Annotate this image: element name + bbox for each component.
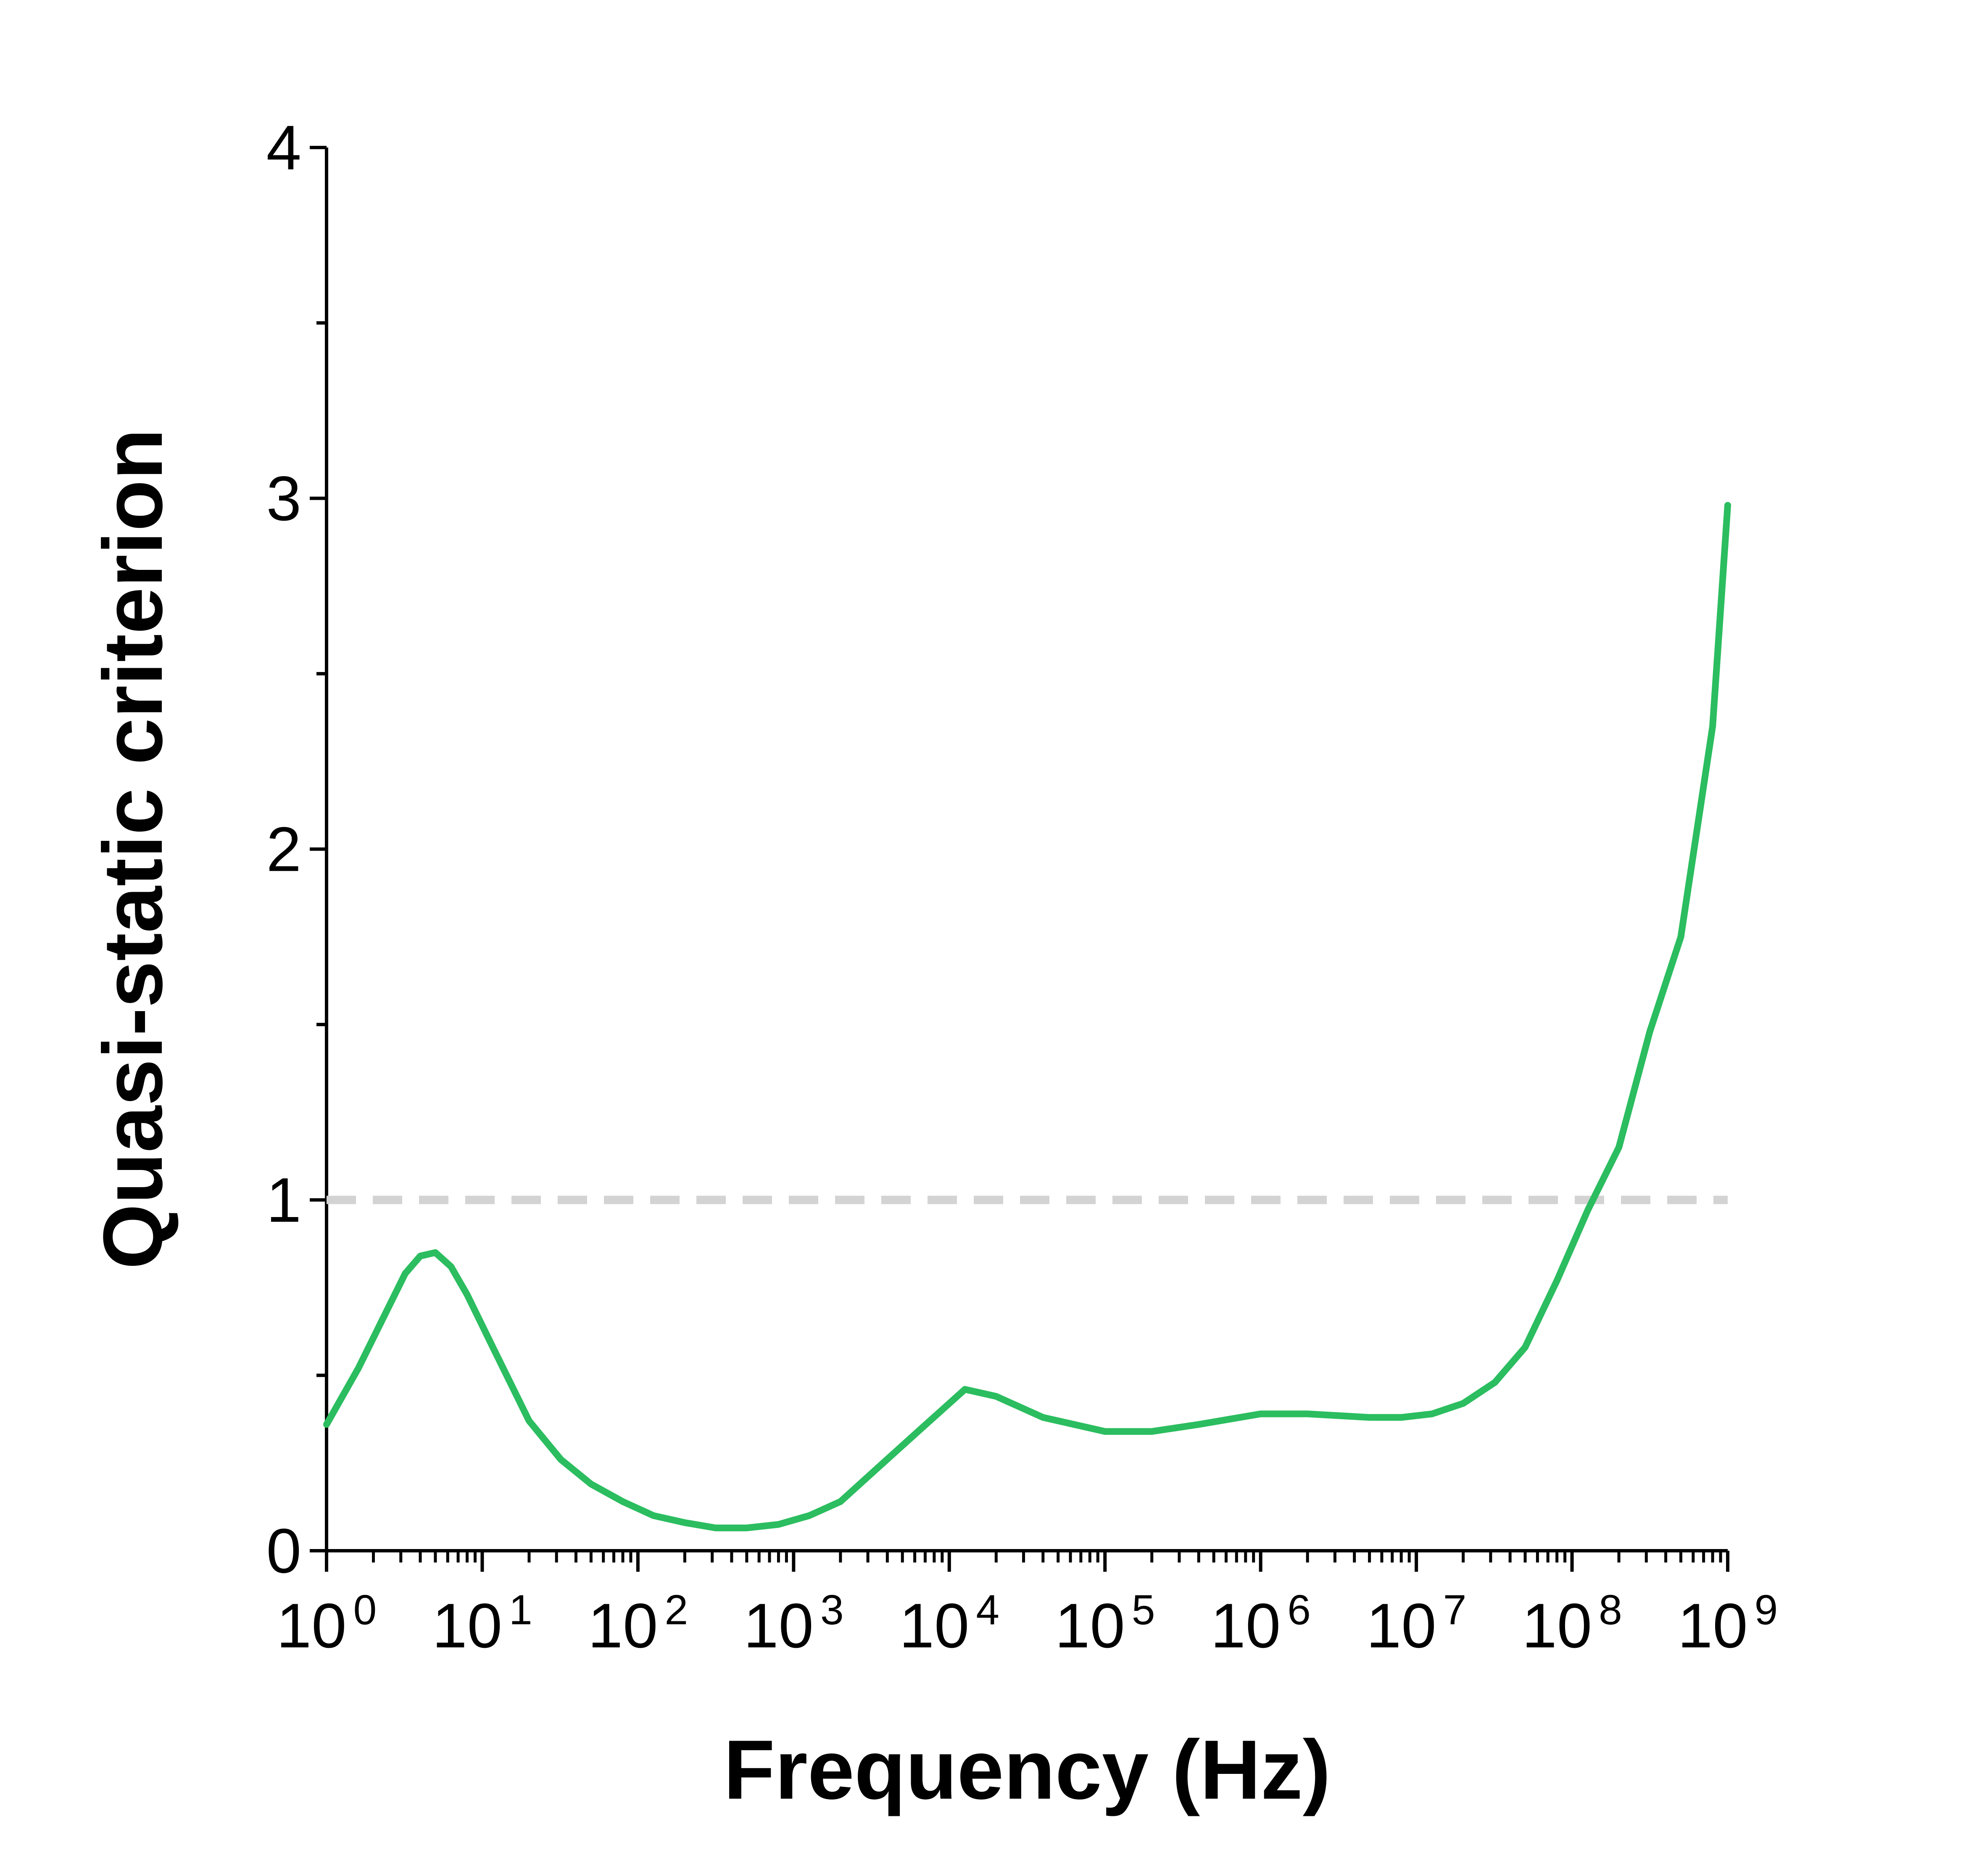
y-tick-label: 0 bbox=[266, 1515, 301, 1586]
y-tick-label: 4 bbox=[266, 112, 301, 183]
y-tick-label: 1 bbox=[266, 1165, 301, 1235]
y-ticks: 0 1 2 3 4 bbox=[266, 112, 327, 1586]
x-tick-label: 10 1 bbox=[432, 1586, 532, 1661]
x-tick-label: 10 9 bbox=[1678, 1586, 1778, 1661]
x-ticks: 10 0 10 1 10 2 10 3 10 4 10 5 10 6 10 7 10 8 10 9 bbox=[277, 1551, 1778, 1661]
y-axis-title: Quasi-static criterion bbox=[86, 429, 180, 1270]
x-tick-label: 10 4 bbox=[899, 1586, 999, 1661]
x-tick-label: 10 6 bbox=[1210, 1586, 1310, 1661]
x-tick-label: 10 0 bbox=[277, 1586, 377, 1661]
x-tick-label: 10 7 bbox=[1366, 1586, 1466, 1661]
x-tick-label: 10 5 bbox=[1055, 1586, 1155, 1661]
y-tick-label: 3 bbox=[266, 463, 301, 534]
x-tick-label: 10 8 bbox=[1522, 1586, 1622, 1661]
x-tick-label: 10 3 bbox=[743, 1586, 843, 1661]
y-tick-label: 2 bbox=[266, 814, 301, 885]
x-tick-label: 10 2 bbox=[588, 1586, 688, 1661]
x-axis-title: Frequency (Hz) bbox=[724, 1723, 1331, 1817]
series-line bbox=[323, 502, 1731, 1531]
